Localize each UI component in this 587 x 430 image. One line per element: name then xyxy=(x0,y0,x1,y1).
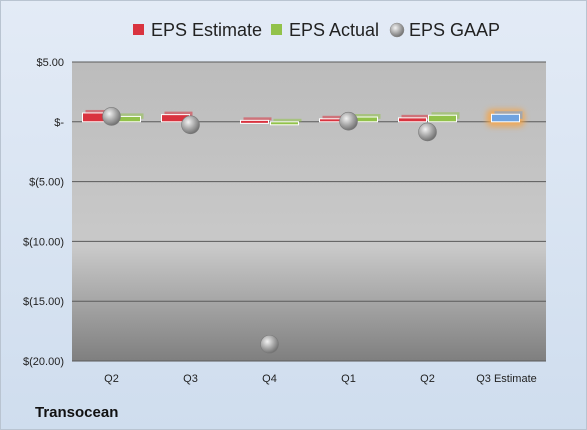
legend-swatch-eps-gaap xyxy=(389,22,405,38)
x-tick-label: Q3 Estimate xyxy=(476,373,537,385)
marker-eps-gaap xyxy=(418,122,437,142)
legend-label: EPS Estimate xyxy=(151,20,262,40)
bar-eps-actual xyxy=(428,112,460,123)
bar-q3-estimate xyxy=(491,111,523,123)
legend-label: EPS Actual xyxy=(289,20,379,40)
legend-label: EPS GAAP xyxy=(409,20,500,40)
bar-eps-estimate xyxy=(240,117,272,124)
x-tick-label: Q2 xyxy=(104,373,119,385)
marker-eps-gaap xyxy=(339,111,358,131)
y-tick-label: $(5.00) xyxy=(29,177,64,189)
marker-eps-gaap xyxy=(181,115,200,135)
y-tick-label: $(20.00) xyxy=(23,356,64,368)
marker-eps-gaap xyxy=(102,107,121,126)
legend-swatch-eps-estimate xyxy=(133,24,144,35)
x-tick-label: Q3 xyxy=(183,373,198,385)
company-name: Transocean xyxy=(35,404,118,421)
x-tick-label: Q2 xyxy=(420,373,435,385)
y-tick-label: $(15.00) xyxy=(23,296,64,308)
legend-swatch-eps-actual xyxy=(271,24,282,35)
bar-eps-estimate xyxy=(398,114,430,123)
x-tick-label: Q1 xyxy=(341,373,356,385)
y-tick-label: $(10.00) xyxy=(23,236,64,248)
y-tick-label: $5.00 xyxy=(36,57,64,69)
y-tick-label: $- xyxy=(54,117,64,129)
x-tick-label: Q4 xyxy=(262,373,277,385)
plot-area xyxy=(72,62,546,361)
bar-eps-actual xyxy=(270,118,302,126)
legend: EPS Estimate EPS Actual EPS GAAP xyxy=(133,20,500,40)
marker-eps-gaap xyxy=(260,334,279,354)
